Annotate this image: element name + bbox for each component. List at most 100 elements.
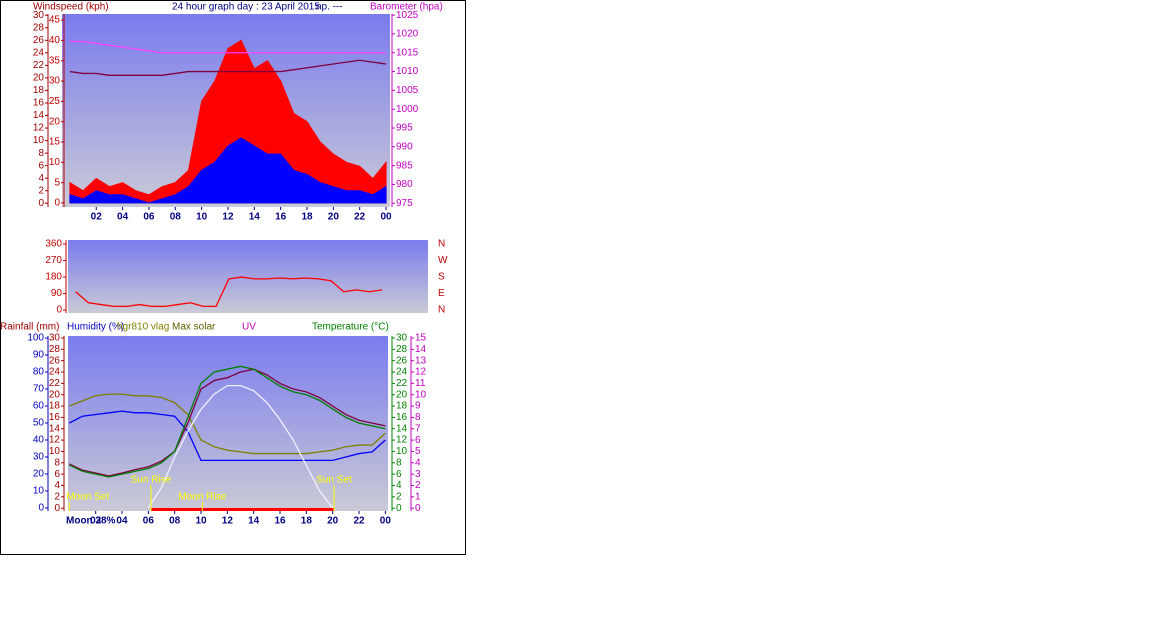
y-tick-label: 13 (415, 355, 427, 366)
x-tick-label: 16 (274, 516, 286, 527)
y-tick-label: 14 (415, 344, 427, 355)
y-tick-label: 0 (38, 198, 44, 209)
x-tick-label: 20 (327, 516, 339, 527)
y-tick-label: 6 (396, 469, 402, 480)
x-tick-label: 04 (116, 516, 128, 527)
y-tick-label: 4 (396, 480, 402, 491)
y-tick-label: 980 (396, 179, 413, 190)
y-tick-label: 975 (396, 198, 413, 209)
x-tick-label: 10 (196, 212, 208, 223)
y-tick-label: 10 (396, 446, 408, 457)
x-tick-label: 12 (222, 516, 234, 527)
x-tick-label: 02 (91, 212, 103, 223)
x-axis-label: Moon 38% (66, 516, 116, 527)
y-tick-label: 22 (33, 60, 45, 71)
y-tick-label: 0 (396, 503, 402, 514)
plot-area (68, 336, 388, 511)
y-tick-label: 22 (396, 378, 408, 389)
daylight-bar (150, 508, 335, 511)
y-tick-label: 26 (396, 355, 408, 366)
x-tick-label: 08 (170, 212, 182, 223)
x-tick-label: 02 (90, 516, 102, 527)
y-tick-label: 0 (54, 503, 60, 514)
y-tick-label: 7 (415, 423, 421, 434)
y-tick-label: 8 (38, 148, 44, 159)
series-line (69, 410, 386, 462)
axis-label: Barometer (hpa) (370, 2, 443, 13)
x-tick-label: 06 (143, 212, 155, 223)
y-tick-label: 2 (54, 491, 60, 502)
y-tick-label: N (438, 239, 445, 250)
legend-label: Max solar (172, 322, 216, 333)
y-tick-label: 14 (396, 423, 408, 434)
x-tick-label: 18 (301, 212, 313, 223)
axis-label: Temperature (°C) (312, 322, 389, 333)
y-tick-label: 80 (33, 367, 45, 378)
series-line (147, 384, 334, 509)
y-tick-label: 10 (33, 135, 45, 146)
annotation-label: Moon Rise (178, 492, 226, 503)
y-tick-label: 5 (415, 446, 421, 457)
y-tick-label: N (438, 305, 445, 316)
y-tick-label: 1015 (396, 47, 419, 58)
y-tick-label: 28 (33, 22, 45, 33)
y-tick-label: 40 (49, 35, 61, 46)
x-tick-label: 08 (169, 516, 181, 527)
y-tick-label: 0 (54, 198, 60, 209)
chart-title: 24 hour graph day : 23 April 2015 (172, 2, 320, 13)
x-tick-label: 22 (353, 516, 365, 527)
y-tick-label: 6 (54, 469, 60, 480)
y-tick-label: 30 (396, 333, 408, 344)
x-tick-label: 12 (222, 212, 234, 223)
y-tick-label: 990 (396, 141, 413, 152)
y-tick-label: 12 (49, 435, 61, 446)
y-tick-label: 24 (396, 367, 408, 378)
y-tick-label: 15 (49, 137, 61, 148)
y-tick-label: 40 (33, 435, 45, 446)
series-line (69, 365, 386, 478)
x-tick-label: 18 (301, 516, 313, 527)
y-tick-label: 16 (33, 98, 45, 109)
y-tick-label: 9 (415, 401, 421, 412)
plot-area (68, 240, 428, 313)
legend-label: hgr810 vlag (117, 322, 169, 333)
x-tick-label: 04 (117, 212, 129, 223)
y-tick-label: 2 (415, 480, 421, 491)
y-tick-label: S (438, 272, 445, 283)
y-tick-label: 360 (45, 239, 62, 250)
y-tick-label: 1010 (396, 66, 419, 77)
x-tick-label: 00 (380, 212, 392, 223)
y-tick-label: 10 (49, 446, 61, 457)
y-tick-label: 0 (415, 503, 421, 514)
frame (0, 0, 466, 555)
y-tick-label: 1005 (396, 85, 419, 96)
y-tick-label: 10 (33, 486, 45, 497)
y-tick-label: E (438, 288, 445, 299)
y-tick-label: 30 (49, 76, 61, 87)
y-tick-label: 16 (396, 412, 408, 423)
y-tick-label: 18 (33, 85, 45, 96)
y-tick-label: 3 (415, 469, 421, 480)
y-tick-label: 12 (33, 123, 45, 134)
x-tick-label: 06 (143, 516, 155, 527)
y-tick-label: 20 (33, 73, 45, 84)
y-tick-label: W (438, 255, 448, 266)
y-tick-label: 70 (33, 384, 45, 395)
y-tick-label: 4 (38, 173, 44, 184)
y-tick-label: 16 (49, 412, 61, 423)
x-tick-label: 10 (195, 516, 207, 527)
y-tick-label: 6 (38, 160, 44, 171)
y-tick-label: 11 (415, 378, 426, 389)
x-tick-label: 14 (249, 212, 261, 223)
y-tick-label: 1000 (396, 104, 419, 115)
y-tick-label: 8 (396, 457, 402, 468)
y-tick-label: 995 (396, 123, 413, 134)
x-tick-label: 20 (328, 212, 340, 223)
y-tick-label: 5 (54, 177, 60, 188)
y-tick-label: 35 (49, 55, 61, 66)
y-tick-label: 8 (54, 457, 60, 468)
axis-label: UV (242, 322, 256, 333)
y-tick-label: 18 (49, 401, 61, 412)
